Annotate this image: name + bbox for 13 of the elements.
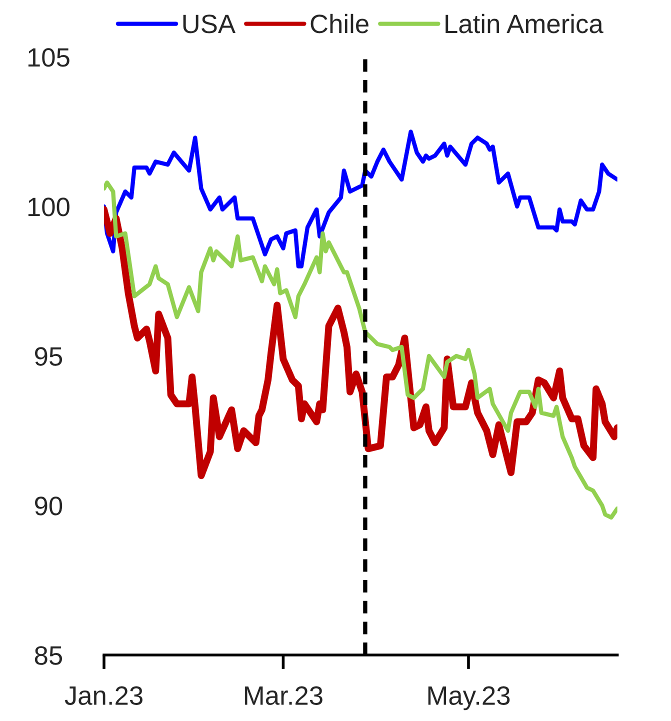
legend-label: Latin America xyxy=(446,14,604,34)
legend-label: USA xyxy=(183,14,236,34)
legend-label: Chile xyxy=(310,14,368,34)
y-tick-label: 100 xyxy=(28,198,70,216)
line-series xyxy=(104,130,618,268)
y-tick-label: 85 xyxy=(34,646,62,665)
x-tick-label: Jan.23 xyxy=(64,686,142,705)
y-tick-label: 105 xyxy=(28,48,70,67)
line-series xyxy=(104,180,618,520)
y-tick-label: 95 xyxy=(35,347,62,366)
y-tick-label: 90 xyxy=(35,496,62,516)
x-tick-label: May.23 xyxy=(428,686,510,710)
x-tick-label: Mar.23 xyxy=(245,686,322,705)
